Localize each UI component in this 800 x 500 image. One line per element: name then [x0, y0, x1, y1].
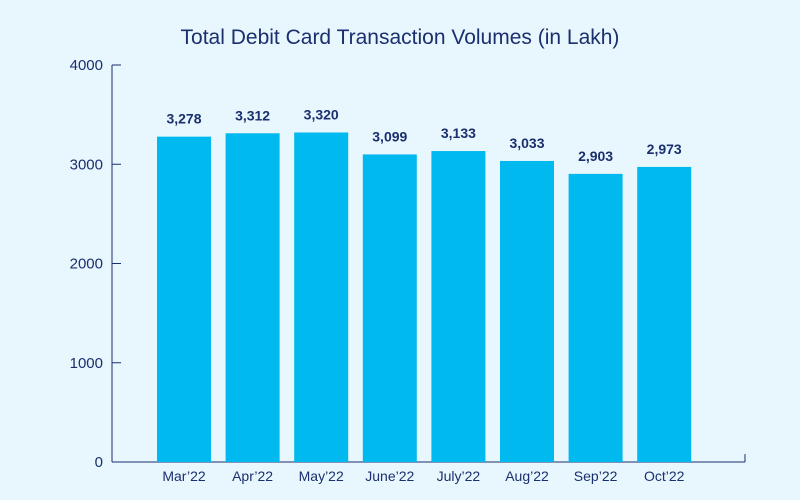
chart-title: Total Debit Card Transaction Volumes (in…: [181, 26, 620, 49]
y-tick-label: 0: [95, 454, 103, 471]
bar: [362, 154, 417, 462]
y-axis: 0 1000 2000 3000 4000: [70, 57, 121, 471]
bar: [225, 133, 280, 462]
y-tick-label: 4000: [70, 57, 103, 74]
x-tick-label: Apr’22: [232, 468, 273, 484]
x-tick-label: June’22: [365, 468, 414, 484]
y-tick-label: 1000: [70, 355, 103, 372]
data-labels-group: 3,278 3,312 3,320 3,099 3,133 3,033 2,903 2,973: [166, 106, 681, 163]
y-tick-label: 3000: [70, 156, 103, 173]
data-label: 3,312: [235, 107, 270, 123]
bar: [431, 151, 486, 462]
data-label: 3,033: [509, 135, 544, 151]
bar: [294, 132, 349, 463]
data-label: 2,903: [578, 148, 613, 164]
bar: [157, 136, 211, 462]
bar: [637, 166, 692, 462]
x-tick-label: Oct’22: [644, 468, 685, 484]
x-axis: Mar’22 Apr’22 May’22 June’22 July’22 Aug’22 Se…: [112, 454, 746, 484]
y-tick-label: 2000: [70, 256, 103, 273]
x-tick-label: Mar’22: [162, 468, 206, 484]
bar: [568, 173, 623, 462]
data-label: 3,133: [441, 125, 476, 141]
x-tick-label: May’22: [299, 468, 344, 484]
data-label: 3,278: [166, 111, 201, 127]
bar: [500, 160, 554, 463]
data-label: 3,099: [372, 128, 407, 144]
x-tick-label: July’22: [437, 468, 481, 484]
x-tick-label: Aug’22: [505, 468, 549, 484]
x-tick-label: Sep’22: [574, 468, 618, 484]
data-label: 2,973: [647, 141, 682, 157]
bars-group: [157, 132, 692, 463]
data-label: 3,320: [304, 106, 339, 122]
